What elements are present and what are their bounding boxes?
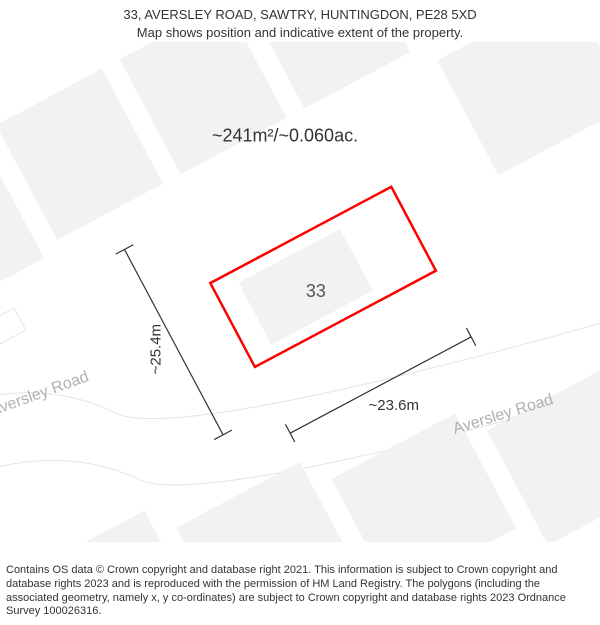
area-label: ~241m²/~0.060ac. <box>212 125 358 145</box>
header-subtitle: Map shows position and indicative extent… <box>0 24 600 42</box>
plot-number-label: 33 <box>306 281 326 301</box>
header: 33, AVERSLEY ROAD, SAWTRY, HUNTINGDON, P… <box>0 0 600 41</box>
header-title: 33, AVERSLEY ROAD, SAWTRY, HUNTINGDON, P… <box>0 6 600 24</box>
height-dimension-label: ~25.4m <box>148 324 165 374</box>
footer-copyright: Contains OS data © Crown copyright and d… <box>6 564 594 619</box>
map-svg: Aversley RoadAversley Road 33 ~23.6m~25.… <box>0 42 600 542</box>
map-area: Aversley RoadAversley Road 33 ~23.6m~25.… <box>0 42 600 542</box>
page-container: 33, AVERSLEY ROAD, SAWTRY, HUNTINGDON, P… <box>0 0 600 625</box>
width-dimension-label: ~23.6m <box>369 397 419 414</box>
